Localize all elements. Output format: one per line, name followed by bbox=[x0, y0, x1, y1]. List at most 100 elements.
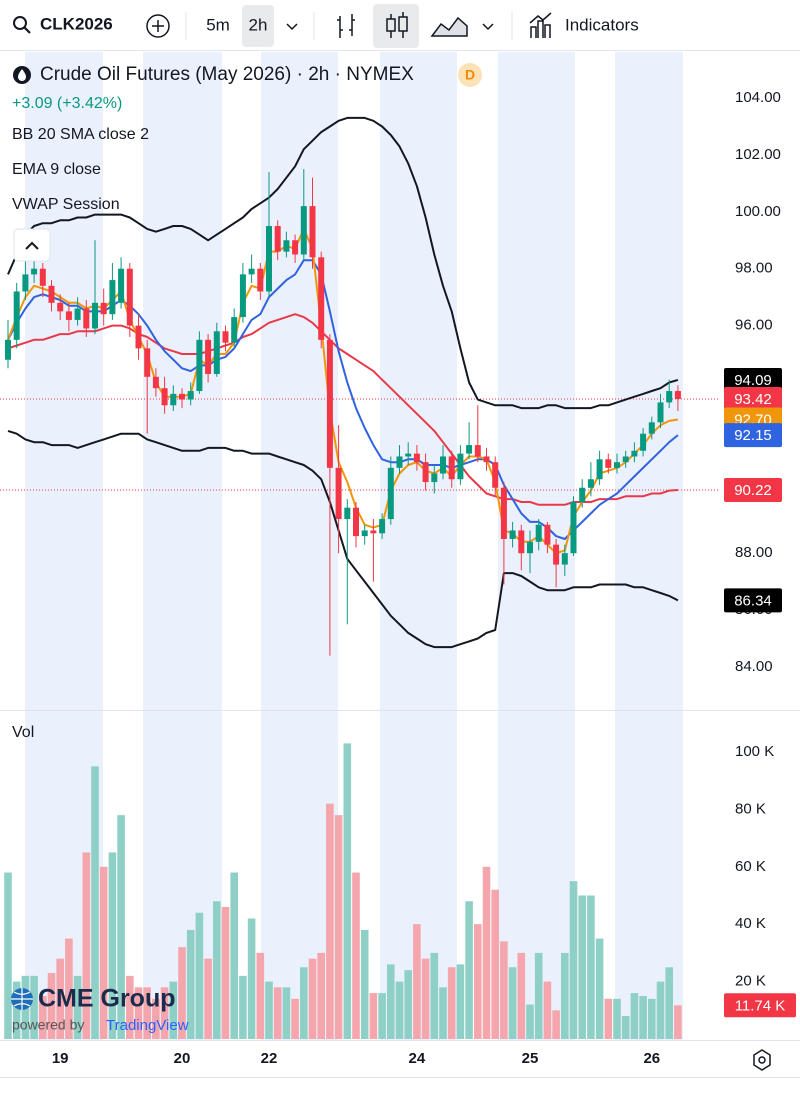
candle-body bbox=[135, 325, 142, 349]
volume-bar bbox=[439, 987, 447, 1039]
volume-bar bbox=[639, 995, 647, 1039]
symbol-icon bbox=[18, 69, 26, 81]
collapse-legend-button[interactable] bbox=[13, 228, 51, 262]
candle-body bbox=[161, 388, 168, 406]
candle-body bbox=[126, 268, 133, 326]
volume-bar bbox=[395, 981, 404, 1039]
candle-body bbox=[179, 393, 185, 400]
session-band bbox=[498, 52, 575, 1040]
candle-body bbox=[318, 257, 325, 340]
indicator-line bbox=[7, 313, 678, 506]
candle-body bbox=[5, 339, 11, 360]
candle-body bbox=[457, 453, 464, 480]
bars-style-button[interactable] bbox=[337, 14, 355, 38]
compare-button[interactable] bbox=[146, 14, 170, 38]
volume-bar bbox=[12, 981, 21, 1039]
volume-bar bbox=[421, 958, 430, 1039]
plus-icon bbox=[146, 14, 170, 38]
indicator-legend[interactable]: VWAP Session bbox=[12, 196, 120, 213]
candle-body bbox=[674, 391, 681, 400]
volume-bar bbox=[126, 975, 134, 1039]
candle-body bbox=[335, 467, 342, 520]
candle-body bbox=[596, 459, 603, 480]
session-band bbox=[261, 52, 338, 1040]
candle-body bbox=[648, 422, 655, 434]
volume-bar bbox=[587, 895, 595, 1039]
x-tick-label: 25 bbox=[522, 1050, 539, 1067]
candle-body bbox=[553, 544, 560, 565]
symbol-search[interactable]: CLK2026 bbox=[13, 14, 113, 34]
indicator-legend[interactable]: EMA 9 close bbox=[12, 161, 101, 178]
search-icon bbox=[23, 26, 31, 34]
candle-body bbox=[22, 274, 29, 292]
volume-bar bbox=[465, 901, 473, 1039]
candle-body bbox=[31, 268, 38, 275]
volume-bar bbox=[552, 1010, 560, 1039]
x-tick-label: 19 bbox=[52, 1050, 69, 1067]
plot: 84.0086.0088.0090.0092.0094.0096.0098.00… bbox=[0, 89, 796, 1067]
candle-body bbox=[379, 519, 386, 534]
volume-bar bbox=[221, 906, 230, 1039]
volume-bar bbox=[160, 987, 169, 1039]
settings-button[interactable] bbox=[753, 1049, 771, 1071]
indicator-legend[interactable]: BB 20 SMA close 2 bbox=[12, 126, 149, 143]
interval-button[interactable]: 2h bbox=[249, 15, 268, 34]
candle-body bbox=[535, 524, 542, 542]
volume-bar bbox=[99, 866, 108, 1039]
volume-bar bbox=[256, 952, 265, 1039]
candle-body bbox=[422, 462, 429, 483]
volume-bar bbox=[204, 958, 212, 1039]
candle-body bbox=[640, 433, 647, 451]
candle-body bbox=[579, 487, 586, 502]
style-dropdown[interactable] bbox=[482, 23, 494, 31]
candle-body bbox=[257, 268, 264, 292]
candle-body bbox=[283, 240, 290, 252]
candle-body bbox=[483, 456, 490, 463]
candle-body bbox=[118, 268, 125, 303]
candle-body bbox=[518, 530, 525, 554]
candle-body bbox=[544, 524, 551, 545]
x-tick-label: 20 bbox=[174, 1050, 191, 1067]
candle-body bbox=[266, 226, 272, 292]
provider[interactable]: TradingView bbox=[106, 1017, 189, 1034]
y-tick-label: 88.00 bbox=[735, 544, 773, 561]
indicators-label: Indicators bbox=[565, 15, 639, 34]
volume-bar bbox=[378, 993, 386, 1039]
indicator-line bbox=[7, 227, 679, 555]
candle-body bbox=[448, 456, 455, 480]
candle-body bbox=[431, 473, 438, 483]
indicators-icon bbox=[529, 12, 552, 38]
settings-icon bbox=[758, 1056, 766, 1064]
price-tag-label: 86.34 bbox=[734, 592, 772, 609]
volume-bar bbox=[56, 958, 64, 1039]
candle-body bbox=[74, 308, 81, 320]
indicators-button[interactable]: Indicators bbox=[529, 12, 639, 38]
volume-bar bbox=[456, 964, 465, 1039]
volume-bar bbox=[4, 872, 12, 1039]
volume-bar bbox=[108, 852, 117, 1039]
interval-button[interactable]: 5m bbox=[206, 15, 230, 34]
volume-tick-label: 40 K bbox=[735, 915, 766, 932]
volume-bar bbox=[47, 972, 56, 1039]
volume-bar bbox=[334, 815, 343, 1039]
price-tag bbox=[724, 387, 782, 412]
area-style-button[interactable] bbox=[430, 16, 468, 37]
interval-active-bg bbox=[242, 5, 274, 47]
collapse-icon bbox=[25, 241, 39, 250]
candle-body bbox=[605, 459, 612, 468]
volume-bar bbox=[482, 866, 491, 1039]
volume-bar bbox=[613, 998, 621, 1039]
candle-body bbox=[57, 302, 64, 312]
plus-icon bbox=[152, 20, 164, 32]
volume-tick-label: 60 K bbox=[735, 858, 766, 875]
interval-dropdown[interactable] bbox=[286, 23, 298, 31]
volume-bar bbox=[152, 998, 160, 1039]
candle-body bbox=[509, 530, 516, 539]
volume-bar bbox=[39, 995, 47, 1039]
volume-bar bbox=[413, 924, 421, 1039]
volume-bar bbox=[213, 901, 221, 1039]
search-icon bbox=[13, 16, 27, 30]
candle-body bbox=[370, 530, 377, 534]
y-tick-label: 98.00 bbox=[735, 260, 773, 277]
price-tag-label: 93.42 bbox=[734, 391, 772, 408]
